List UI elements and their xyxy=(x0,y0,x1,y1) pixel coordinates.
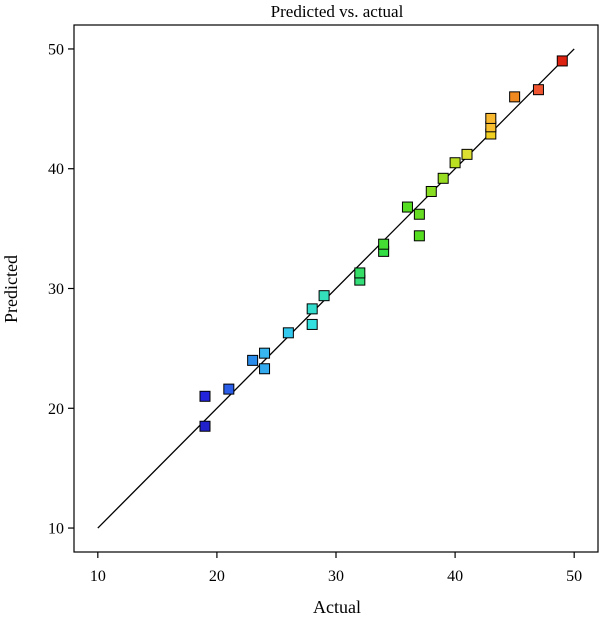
data-point xyxy=(449,157,461,169)
x-tick-label: 50 xyxy=(566,568,582,585)
y-tick-label: 10 xyxy=(48,521,64,538)
y-axis-ticks: 10 20 30 40 50 xyxy=(48,41,74,538)
data-point xyxy=(259,347,271,359)
chart-title: Predicted vs. actual xyxy=(271,2,404,21)
data-point xyxy=(247,354,259,366)
data-point xyxy=(413,208,425,220)
data-point xyxy=(259,363,271,375)
data-point xyxy=(378,238,390,250)
data-point xyxy=(461,148,473,160)
data-point xyxy=(401,201,413,213)
data-point xyxy=(318,290,330,302)
x-tick-label: 10 xyxy=(90,568,106,585)
data-point xyxy=(199,390,211,402)
data-point xyxy=(306,318,318,330)
data-point xyxy=(437,172,449,184)
data-point xyxy=(282,327,294,339)
data-point xyxy=(532,84,544,96)
data-point xyxy=(223,383,235,395)
x-tick-label: 20 xyxy=(209,568,225,585)
y-tick-label: 40 xyxy=(48,161,64,178)
data-point xyxy=(485,112,497,124)
y-tick-label: 20 xyxy=(48,401,64,418)
x-axis-label: Actual xyxy=(313,597,361,617)
data-point xyxy=(556,55,568,67)
x-tick-label: 40 xyxy=(447,568,463,585)
x-tick-label: 30 xyxy=(328,568,344,585)
x-axis-ticks: 10 20 30 40 50 xyxy=(90,552,582,585)
data-point xyxy=(425,185,437,197)
data-point xyxy=(306,303,318,315)
data-point xyxy=(199,420,211,432)
y-axis-label: Predicted xyxy=(1,255,21,323)
y-tick-label: 30 xyxy=(48,281,64,298)
data-points xyxy=(199,55,568,432)
y-tick-label: 50 xyxy=(48,41,64,58)
data-point xyxy=(354,267,366,279)
data-point xyxy=(509,91,521,103)
data-point xyxy=(413,230,425,242)
